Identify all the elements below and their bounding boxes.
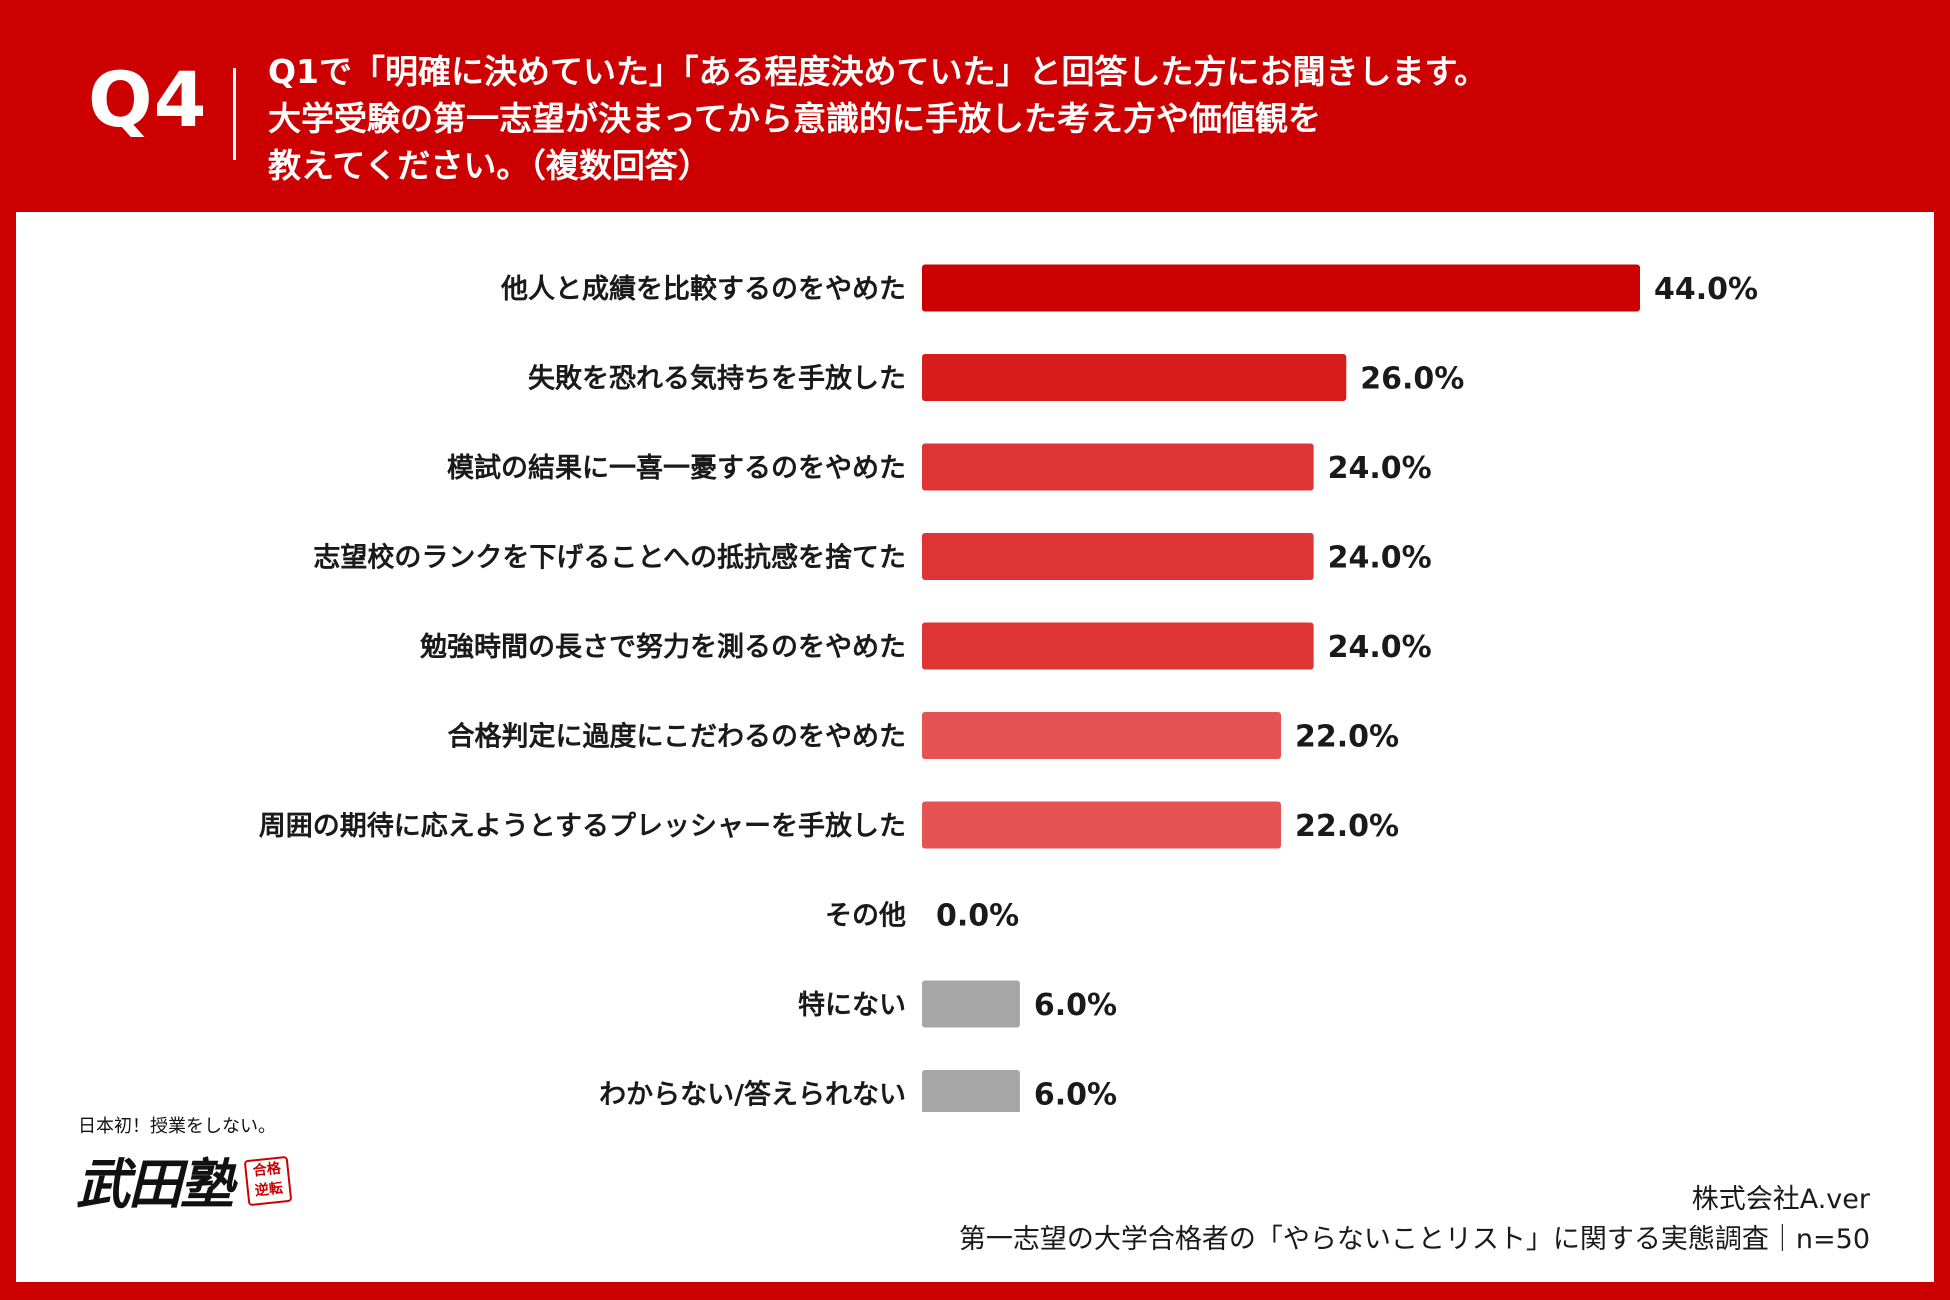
category-label: 模試の結果に一喜一憂するのをやめた: [447, 452, 906, 484]
category-label: 勉強時間の長さで努力を測るのをやめた: [419, 631, 906, 663]
category-label: その他: [825, 901, 906, 932]
value-label: 6.0%: [1034, 988, 1117, 1023]
question-number: Q4: [88, 55, 208, 144]
value-label: 44.0%: [1654, 272, 1758, 307]
category-label: 志望校のランクを下げることへの抵抗感を捨てた: [313, 542, 906, 574]
logo-mark: 武田塾: [76, 1152, 234, 1216]
category-label: 失敗を恐れる気持ちを手放した: [528, 363, 906, 395]
question-line: 大学受験の第一志望が決まってから意識的に手放した考え方や価値観を: [268, 99, 1322, 138]
survey-name: 第一志望の大学合格者の「やらないことリスト」に関する実態調査｜n=50: [958, 1224, 1870, 1255]
value-label: 22.0%: [1295, 720, 1399, 755]
bar: [922, 980, 1020, 1028]
value-label: 24.0%: [1328, 451, 1432, 486]
category-label: 特にない: [798, 990, 906, 1021]
question-line: Q1で「明確に決めていた」「ある程度決めていた」と回答した方にお聞きします。: [268, 52, 1488, 91]
bar: [922, 533, 1314, 580]
logo-seal-icon: 合格 逆転: [243, 1155, 293, 1207]
logo-tagline: 日本初！授業をしない。: [78, 1116, 276, 1137]
bar: [922, 622, 1314, 670]
company-name: 株式会社A.ver: [1691, 1184, 1870, 1215]
bar: [922, 712, 1281, 759]
question-text: Q1で「明確に決めていた」「ある程度決めていた」と回答した方にお聞きします。 大…: [268, 48, 1908, 189]
bar: [922, 264, 1640, 312]
header-divider: [233, 68, 236, 160]
bar: [922, 443, 1314, 491]
takeda-juku-logo: 日本初！授業をしない。 武田塾 合格 逆転: [60, 1112, 300, 1222]
category-label: 周囲の期待に応えようとするプレッシャーを手放した: [259, 810, 906, 842]
value-label: 24.0%: [1328, 630, 1432, 665]
value-label: 0.0%: [936, 899, 1019, 934]
value-label: 22.0%: [1295, 809, 1399, 844]
value-label: 24.0%: [1328, 541, 1432, 576]
value-label: 26.0%: [1360, 362, 1464, 397]
source-note: 株式会社A.ver 第一志望の大学合格者の「やらないことリスト」に関する実態調査…: [959, 1180, 1870, 1260]
category-label: 合格判定に過度にこだわるのをやめた: [448, 721, 906, 753]
category-label: わからない/答えられない: [599, 1079, 906, 1111]
header-banner: Q4 Q1で「明確に決めていた」「ある程度決めていた」と回答した方にお聞きします…: [0, 0, 1950, 210]
question-line: 教えてください。（複数回答）: [268, 146, 711, 185]
bar: [922, 354, 1347, 401]
bar: [922, 1070, 1020, 1112]
bar-chart: 他人と成績を比較するのをやめた 44.0% 失敗を恐れる気持ちを手放した 26.0% 模…: [259, 264, 1758, 1113]
bar: [922, 801, 1281, 849]
chart-panel: 他人と成績を比較するのをやめた 44.0% 失敗を恐れる気持ちを手放した 26.0% 模…: [16, 212, 1934, 1282]
value-label: 6.0%: [1034, 1078, 1117, 1113]
category-label: 他人と成績を比較するのをやめた: [500, 273, 906, 305]
